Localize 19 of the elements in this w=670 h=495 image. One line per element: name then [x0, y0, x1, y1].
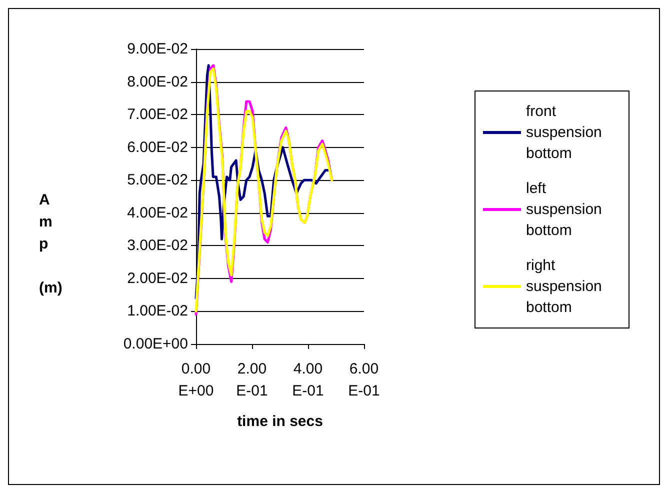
x-tick-label: 4.00E-01 — [292, 360, 324, 400]
y-tick-label: 1.00E-02 — [127, 302, 188, 320]
text: Amp (m) — [39, 192, 62, 296]
x-axis-title: time in secs — [237, 413, 323, 430]
x-tick-label: 6.00E-01 — [348, 360, 380, 400]
y-tick-label: 6.00E-02 — [127, 138, 188, 156]
legend-label: front suspension bottom — [526, 103, 606, 162]
y-tick-label: 3.00E-02 — [127, 237, 188, 254]
x-tick-label: 2.00E-01 — [236, 360, 268, 400]
legend-label: left suspension bottom — [526, 180, 606, 239]
x-tick-label: 0.00E+00 — [178, 360, 214, 400]
y-tick-label: 8.00E-02 — [127, 73, 188, 90]
y-tick-label: 4.00E-02 — [127, 204, 188, 222]
y-tick-label: 5.00E-02 — [127, 172, 188, 189]
y-tick-label: 0.00E+00 — [123, 336, 188, 352]
y-tick-label: 2.00E-02 — [127, 270, 188, 287]
y-tick-label: 9.00E-02 — [127, 40, 188, 58]
legend-label: right suspension bottom — [526, 257, 606, 316]
y-tick-label: 7.00E-02 — [127, 106, 188, 124]
